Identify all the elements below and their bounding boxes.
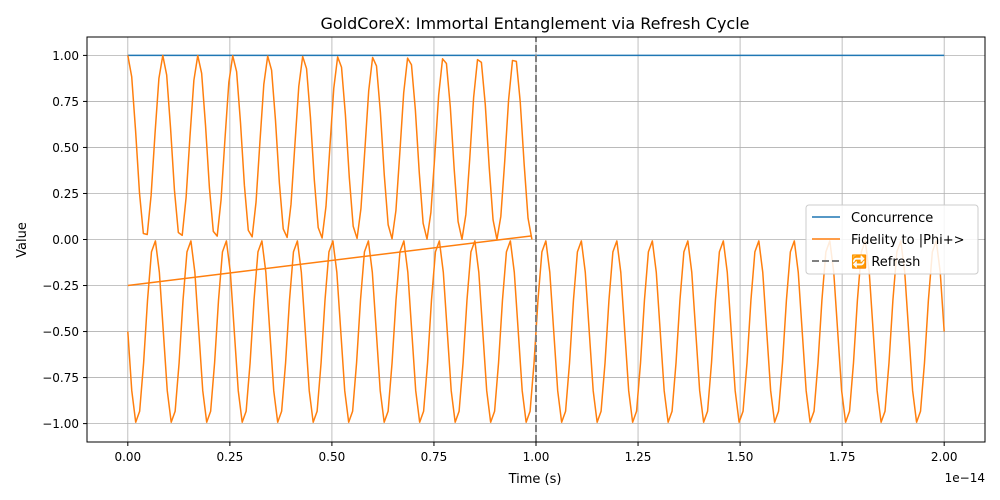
y-tick-label: 0.50 xyxy=(52,141,79,155)
legend-label: Concurrence xyxy=(851,211,933,226)
legend: Concurrence Fidelity to |Phi+> 🔁 Refresh xyxy=(805,204,979,275)
y-tick-label: 1.00 xyxy=(52,49,79,63)
y-axis: −1.00 −0.75 −0.50 −0.25 0.00 0.25 0.50 0.75 1.00 xyxy=(42,49,87,431)
y-axis-label: Value xyxy=(15,222,30,258)
legend-label: Fidelity to |Phi+> xyxy=(851,233,965,248)
series-layer xyxy=(127,37,945,442)
series-fidelity-line-1 xyxy=(127,54,533,241)
legend-box xyxy=(805,204,979,275)
x-tick-label: 1.50 xyxy=(727,450,754,464)
x-tick-label: 2.00 xyxy=(931,450,958,464)
x-tick-label: 0.00 xyxy=(114,450,141,464)
x-tick-label: 1.75 xyxy=(829,450,856,464)
x-tick-label: 0.75 xyxy=(421,450,448,464)
chart-title: GoldCoreX: Immortal Entanglement via Ref… xyxy=(320,14,749,33)
x-offset-text: 1e−14 xyxy=(945,471,985,485)
x-axis: 0.00 0.25 0.50 0.75 1.00 1.25 1.50 1.75 2.00 xyxy=(114,442,958,464)
x-tick-label: 1.00 xyxy=(523,450,550,464)
x-tick-label: 0.50 xyxy=(319,450,346,464)
y-tick-label: −1.00 xyxy=(42,417,79,431)
legend-label: 🔁 Refresh xyxy=(851,254,920,270)
y-tick-label: 0.00 xyxy=(52,233,79,247)
y-tick-label: 0.25 xyxy=(52,187,79,201)
y-tick-label: 0.75 xyxy=(52,95,79,109)
y-tick-label: −0.50 xyxy=(42,325,79,339)
x-tick-label: 0.25 xyxy=(217,450,244,464)
y-tick-label: −0.75 xyxy=(42,371,79,385)
x-tick-label: 1.25 xyxy=(625,450,652,464)
x-axis-label: Time (s) xyxy=(508,472,562,487)
y-tick-label: −0.25 xyxy=(42,279,79,293)
